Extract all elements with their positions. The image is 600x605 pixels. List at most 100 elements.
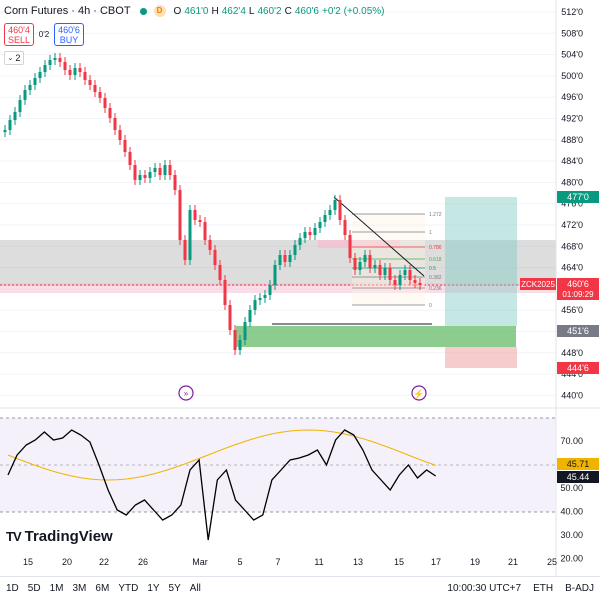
time-tick: 7 xyxy=(275,557,280,567)
rsi-ma-value: 45.71 xyxy=(567,459,590,469)
candle-body xyxy=(53,58,57,60)
candle-body xyxy=(143,175,147,178)
candle-body xyxy=(3,130,7,132)
buy-button[interactable]: 460'6 BUY xyxy=(54,23,84,46)
target-price-tag-text: 477'0 xyxy=(567,192,589,202)
supply-zone-high[interactable] xyxy=(318,240,400,248)
buy-label: BUY xyxy=(59,35,79,45)
demand-zone[interactable] xyxy=(236,326,516,347)
fib-level-label: 0.5 xyxy=(429,266,436,272)
candle-body xyxy=(133,165,137,180)
candle-body xyxy=(83,72,87,80)
symbol-title[interactable]: Corn Futures · 4h · CBOT xyxy=(4,5,131,17)
time-axis[interactable]: 15 20 22 26 Mar 5 7 11 13 15 17 19 21 25 xyxy=(23,557,557,567)
price-tick: 512'0 xyxy=(561,7,583,17)
candle-body xyxy=(33,78,37,85)
timeframe-all[interactable]: All xyxy=(189,583,201,594)
candle-body xyxy=(238,340,242,350)
downtrend-line[interactable] xyxy=(333,196,425,277)
position-stop-zone[interactable] xyxy=(445,347,517,368)
clock[interactable]: 10:00:30 UTC+7 xyxy=(447,583,522,594)
candle-body xyxy=(43,65,47,72)
timeframe-ytd[interactable]: YTD xyxy=(118,583,139,594)
price-tick: 504'0 xyxy=(561,50,583,60)
candle-body xyxy=(323,215,327,222)
price-axis[interactable]: 512'0 508'0 504'0 500'0 496'0 492'0 488'0 484'0… xyxy=(520,0,599,576)
last-price-tag[interactable] xyxy=(557,278,599,300)
time-tick: 13 xyxy=(353,557,363,567)
close-label: C xyxy=(284,5,292,17)
candle-body xyxy=(198,220,202,222)
candle-body xyxy=(343,220,347,235)
symbol-tag-text: ZCK2025 xyxy=(521,280,555,289)
tradingview-logo[interactable]: TV TradingView xyxy=(6,528,113,545)
candle-body xyxy=(243,322,247,340)
candle-body xyxy=(223,280,227,305)
candle-body xyxy=(258,298,262,300)
position-target-zone[interactable] xyxy=(445,197,517,326)
candle-body xyxy=(138,175,142,180)
rsi-value: 45.44 xyxy=(567,472,590,482)
candle-body xyxy=(233,330,237,350)
timeframe-1y[interactable]: 1Y xyxy=(147,583,160,594)
target-price-tag[interactable] xyxy=(557,191,599,203)
candle-body xyxy=(23,90,27,100)
event-marker-1[interactable]: » xyxy=(178,385,194,401)
indicators-count: 2 xyxy=(15,53,21,63)
candle-body xyxy=(68,70,72,75)
buy-price: 460'6 xyxy=(58,25,80,35)
candle-body xyxy=(313,228,317,235)
delay-badge[interactable]: D xyxy=(153,5,166,17)
price-tick: 476'0 xyxy=(561,199,583,209)
svg-text:»: » xyxy=(184,389,189,398)
timeframe-1d[interactable]: 1D xyxy=(6,583,19,594)
fib-level-label: 0.382 xyxy=(429,275,442,281)
price-tick: 472'0 xyxy=(561,220,583,230)
adjustment-toggle[interactable]: B-ADJ xyxy=(565,583,594,594)
timeframe-3m[interactable]: 3M xyxy=(72,583,87,594)
timeframe-5y[interactable]: 5Y xyxy=(168,583,181,594)
candle-body xyxy=(298,238,302,245)
timeframe-6m[interactable]: 6M xyxy=(95,583,110,594)
candle-body xyxy=(288,255,292,262)
time-tick: 26 xyxy=(138,557,148,567)
price-tick: 484'0 xyxy=(561,156,583,166)
candle-body xyxy=(398,275,402,285)
candle-body xyxy=(353,258,357,270)
symbol-tag[interactable] xyxy=(520,278,556,290)
candle-body xyxy=(213,250,217,265)
candle-body xyxy=(28,85,32,90)
resistance-zone[interactable] xyxy=(0,240,556,286)
candle-body xyxy=(158,168,162,175)
event-marker-2[interactable]: ⚡ xyxy=(411,385,427,401)
session-toggle[interactable]: ETH xyxy=(533,583,554,594)
stop-price-tag[interactable] xyxy=(557,362,599,374)
candle-body xyxy=(403,270,407,275)
supply-zone-low[interactable] xyxy=(0,283,556,293)
sell-label: SELL xyxy=(7,35,31,45)
rsi-tag[interactable] xyxy=(557,471,599,483)
sell-button[interactable]: 460'4 SELL xyxy=(4,23,34,46)
candle-body xyxy=(358,262,362,270)
candle-body xyxy=(393,280,397,285)
price-tick: 456'0 xyxy=(561,305,583,315)
indicators-toggle[interactable]: ⌄ 2 xyxy=(4,51,24,65)
candle-body xyxy=(283,255,287,262)
last-price-text: 460'6 xyxy=(567,279,589,289)
low-label: L xyxy=(248,5,255,17)
price-tick: 488'0 xyxy=(561,135,583,145)
candle-body xyxy=(218,265,222,280)
time-tick: 15 xyxy=(23,557,33,567)
time-tick: 17 xyxy=(431,557,441,567)
price-tick: 508'0 xyxy=(561,28,583,38)
price-tick: 464'0 xyxy=(561,263,583,273)
price-tick: 480'0 xyxy=(561,177,583,187)
timeframe-1m[interactable]: 1M xyxy=(49,583,64,594)
entry-price-tag[interactable] xyxy=(557,325,599,337)
rsi-ma-tag[interactable] xyxy=(557,458,599,470)
timeframe-5d[interactable]: 5D xyxy=(27,583,41,594)
fib-level-label: 1 xyxy=(429,230,432,236)
